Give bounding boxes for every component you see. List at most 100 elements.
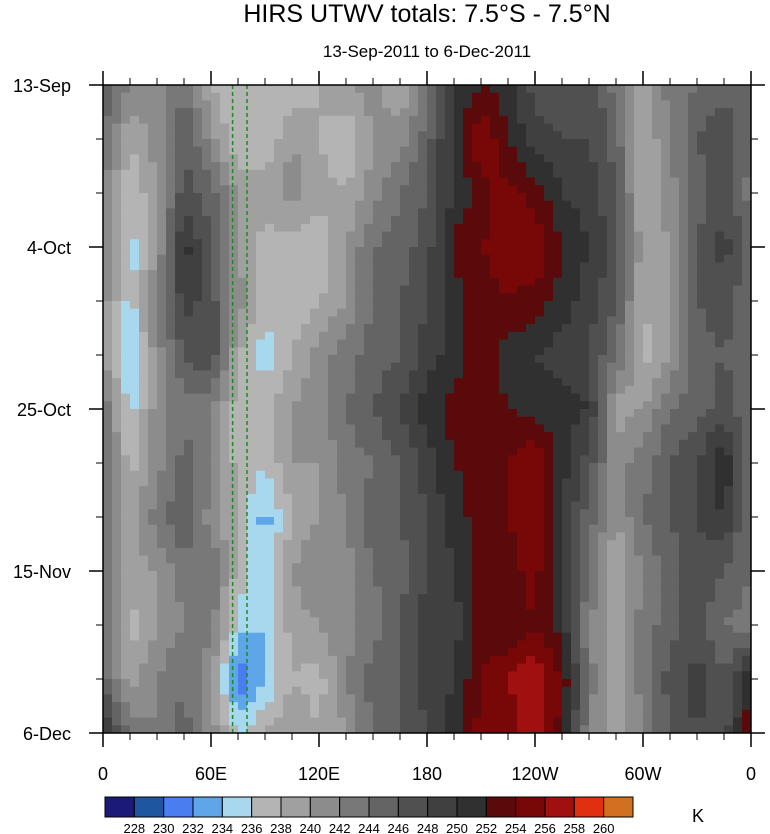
heatmap-cell	[382, 601, 392, 611]
heatmap-cell	[445, 432, 455, 441]
heatmap-cell	[607, 154, 617, 163]
heatmap-cell	[391, 486, 401, 495]
heatmap-cell	[661, 301, 671, 310]
heatmap-cell	[409, 85, 419, 94]
heatmap-cell	[193, 594, 203, 603]
heatmap-cell	[472, 208, 482, 217]
heatmap-cell	[283, 378, 293, 387]
heatmap-cell	[553, 108, 563, 117]
heatmap-cell	[337, 223, 347, 233]
heatmap-cell	[472, 331, 482, 341]
heatmap-cell	[229, 193, 239, 202]
heatmap-cell	[616, 139, 626, 148]
heatmap-cell	[643, 108, 653, 117]
heatmap-cell	[382, 347, 392, 356]
heatmap-cell	[193, 247, 203, 256]
heatmap-cell	[418, 270, 428, 279]
heatmap-cell	[499, 609, 509, 618]
heatmap-cell	[283, 617, 293, 626]
heatmap-cell	[202, 92, 212, 102]
heatmap-cell	[274, 532, 284, 541]
heatmap-cell	[742, 493, 751, 503]
heatmap-cell	[706, 115, 716, 125]
heatmap-cell	[544, 185, 554, 194]
heatmap-cell	[409, 331, 419, 341]
heatmap-cell	[373, 277, 383, 287]
heatmap-cell	[292, 463, 302, 472]
heatmap-cell	[625, 85, 635, 94]
heatmap-cell	[607, 509, 617, 518]
heatmap-cell	[292, 547, 302, 557]
heatmap-cell	[436, 316, 446, 325]
heatmap-cell	[670, 370, 680, 379]
heatmap-cell	[337, 393, 347, 402]
heatmap-cell	[202, 100, 212, 109]
heatmap-cell	[103, 478, 113, 487]
heatmap-cell	[661, 193, 671, 202]
heatmap-cell	[427, 563, 437, 572]
heatmap-cell	[409, 270, 419, 279]
heatmap-cell	[706, 578, 716, 588]
heatmap-cell	[589, 308, 599, 318]
heatmap-cell	[193, 115, 203, 125]
heatmap-cell	[643, 555, 653, 564]
heatmap-cell	[625, 339, 635, 348]
heatmap-cell	[589, 339, 599, 348]
heatmap-cell	[148, 193, 158, 202]
heatmap-cell	[652, 524, 662, 534]
heatmap-cell	[652, 162, 662, 171]
heatmap-cell	[130, 509, 140, 518]
heatmap-cell	[454, 571, 464, 580]
heatmap-cell	[733, 208, 743, 217]
heatmap-cell	[688, 586, 698, 595]
heatmap-cell	[121, 455, 131, 464]
heatmap-cell	[238, 324, 248, 333]
heatmap-cell	[346, 92, 356, 102]
heatmap-cell	[130, 524, 140, 534]
heatmap-cell	[445, 100, 455, 109]
heatmap-cell	[211, 355, 221, 364]
heatmap-cell	[247, 85, 257, 94]
heatmap-cell	[526, 401, 536, 410]
heatmap-cell	[526, 146, 536, 156]
heatmap-cell	[742, 277, 751, 287]
heatmap-cell	[625, 478, 635, 487]
heatmap-cell	[418, 447, 428, 456]
heatmap-cell	[247, 362, 257, 372]
heatmap-cell	[184, 169, 194, 179]
heatmap-cell	[301, 347, 311, 356]
heatmap-cell	[643, 92, 653, 102]
heatmap-cell	[256, 509, 266, 518]
heatmap-cell	[472, 154, 482, 163]
heatmap-cell	[247, 270, 257, 279]
heatmap-cell	[688, 486, 698, 495]
heatmap-cell	[634, 547, 644, 557]
heatmap-cell	[544, 501, 554, 510]
heatmap-cell	[130, 571, 140, 580]
heatmap-cell	[301, 378, 311, 387]
heatmap-cell	[526, 493, 536, 503]
heatmap-cell	[607, 385, 617, 395]
heatmap-cell	[481, 208, 491, 217]
heatmap-cell	[499, 470, 509, 480]
heatmap-cell	[184, 324, 194, 333]
heatmap-cell	[373, 385, 383, 395]
heatmap-cell	[202, 432, 212, 441]
heatmap-cell	[580, 547, 590, 557]
heatmap-cell	[544, 362, 554, 372]
heatmap-cell	[382, 100, 392, 109]
heatmap-cell	[661, 547, 671, 557]
heatmap-cell	[148, 416, 158, 426]
heatmap-cell	[625, 401, 635, 410]
heatmap-cell	[553, 370, 563, 379]
heatmap-cell	[211, 270, 221, 279]
heatmap-cell	[472, 370, 482, 379]
heatmap-cell	[337, 277, 347, 287]
heatmap-cell	[166, 478, 176, 487]
heatmap-cell	[310, 378, 320, 387]
heatmap-cell	[166, 571, 176, 580]
heatmap-cell	[607, 393, 617, 402]
heatmap-cell	[670, 416, 680, 426]
heatmap-cell	[733, 285, 743, 294]
heatmap-cell	[481, 347, 491, 356]
